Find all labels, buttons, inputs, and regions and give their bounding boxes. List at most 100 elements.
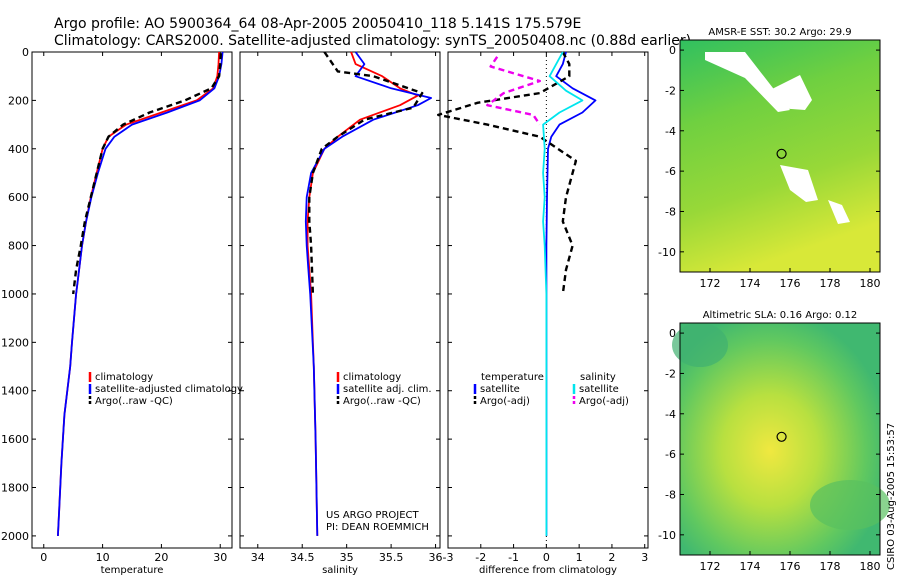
y-tick-label: 600: [8, 191, 29, 204]
sla-map-panel: 172 174 176 178 180 0 -2 -4 -6 -8 -10 Altimetric SL…: [658, 310, 890, 573]
legend-entry: Argo(..raw -QC): [95, 396, 173, 407]
x-tick-label: 176: [780, 560, 801, 573]
series-line-argo-raw-qc-: [308, 51, 424, 295]
series-line-salinity-argo-adj-: [486, 56, 541, 126]
x-tick-label: 180: [860, 560, 881, 573]
axes-frame: [31, 51, 233, 549]
y-tick-label: 1800: [1, 482, 29, 495]
legend-entry: satellite-adjusted climatology: [95, 384, 243, 395]
x-tick-label: 30: [213, 551, 227, 564]
legend-entry: Argo(-adj): [480, 396, 530, 407]
legend-entry: satellite: [579, 384, 619, 395]
x-axis-label: salinity: [322, 565, 358, 576]
y-tick-label: 2000: [1, 530, 29, 543]
difference-panel: -3 -2 -1 0 1 2 3 difference from climatology tem…: [437, 51, 649, 576]
y-tick-label: 0: [22, 46, 29, 59]
x-tick-label: 178: [820, 560, 841, 573]
map-frame: [679, 322, 881, 556]
series-line-argo-raw-qc-: [72, 53, 222, 295]
temperature-panel: 0 200 400 600 800 1000 1200 1400 1600 1800 2000 0 10…: [1, 46, 243, 576]
low-sla-region: [810, 480, 890, 530]
y-tick-label: 1600: [1, 433, 29, 446]
series-line-temperature-argo-adj-: [437, 51, 578, 295]
data-gap: [828, 200, 850, 224]
y-tick-label: -4: [665, 125, 676, 138]
x-tick-label: -2: [475, 551, 486, 564]
data-gap: [770, 75, 812, 110]
y-tick-label: 1200: [1, 336, 29, 349]
x-tick-label: 174: [740, 560, 761, 573]
y-tick-label: -2: [665, 84, 676, 97]
series-line-satellite-adj-clim-: [304, 51, 433, 536]
x-tick-label: 2: [608, 551, 615, 564]
series-line-climatology: [57, 51, 220, 536]
x-tick-label: 172: [700, 277, 721, 290]
y-tick-label: -8: [665, 205, 676, 218]
x-axis-label: temperature: [101, 565, 164, 576]
legend-entry: temperature: [481, 372, 544, 383]
y-tick-label: 400: [8, 143, 29, 156]
y-tick-label: -10: [658, 246, 676, 259]
x-tick-label: 35.5: [379, 551, 404, 564]
annotation-text: PI: DEAN ROEMMICH: [326, 522, 429, 533]
x-tick-label: 1: [576, 551, 583, 564]
legend-entry: satellite adj. clim.: [343, 384, 432, 395]
x-tick-label: 180: [860, 277, 881, 290]
x-tick-label: 3: [641, 551, 648, 564]
sst-map-panel: 172 174 176 178 180 0 -2 -4 -6 -8 -10 AMSR-E SST: 3…: [658, 27, 881, 290]
x-tick-label: 178: [820, 277, 841, 290]
axes-frame: [447, 51, 649, 549]
y-tick-label: -8: [665, 488, 676, 501]
argo-position-marker: [776, 431, 787, 442]
y-tick-label: 200: [8, 94, 29, 107]
y-tick-label: -4: [665, 408, 676, 421]
series-line-satellite-adjusted-climatology: [57, 51, 224, 536]
title-line-1: Argo profile: AO 5900364_64 08-Apr-2005 …: [54, 16, 581, 32]
legend-entry: Argo(-adj): [579, 396, 629, 407]
y-tick-label: 800: [8, 240, 29, 253]
axes-frame: [239, 51, 441, 549]
x-tick-label: 35: [340, 551, 354, 564]
legend-entry: climatology: [95, 372, 153, 383]
low-sla-region: [672, 323, 728, 367]
series-line-salinity-satellite: [542, 51, 584, 536]
y-tick-label: -10: [658, 529, 676, 542]
annotation-text: US ARGO PROJECT: [326, 510, 420, 521]
map-title: AMSR-E SST: 30.2 Argo: 29.9: [708, 27, 851, 38]
y-tick-label: 1400: [1, 385, 29, 398]
data-gap: [705, 52, 790, 112]
x-tick-label: 0: [40, 551, 47, 564]
y-tick-label: -6: [665, 165, 676, 178]
x-tick-label: 36: [429, 551, 443, 564]
x-tick-label: 176: [780, 277, 801, 290]
legend-entry: satellite: [480, 384, 520, 395]
x-tick-label: 0: [543, 551, 550, 564]
legend-entry: Argo(..raw -QC): [343, 396, 421, 407]
argo-position-marker: [776, 148, 787, 159]
x-tick-label: 34.5: [290, 551, 315, 564]
map-frame: [679, 39, 881, 273]
title-line-2: Climatology: CARS2000. Satellite-adjuste…: [54, 33, 691, 49]
x-tick-label: 10: [96, 551, 110, 564]
legend-entry: climatology: [343, 372, 401, 383]
y-tick-label: -2: [665, 367, 676, 380]
x-axis-label: difference from climatology: [479, 565, 617, 576]
data-gap: [780, 165, 818, 202]
y-tick-label: 1000: [1, 288, 29, 301]
x-tick-label: 34: [251, 551, 265, 564]
y-tick-label: -6: [665, 448, 676, 461]
y-tick-label: 0: [669, 44, 676, 57]
salinity-panel: 34 34.5 35 35.5 36 salinity climatologysatelli…: [239, 51, 443, 576]
legend-entry: salinity: [580, 372, 616, 383]
y-tick-label: 0: [669, 327, 676, 340]
series-line-temperature-satellite: [545, 51, 597, 536]
x-tick-label: 20: [154, 551, 168, 564]
map-field: [680, 40, 880, 272]
map-title: Altimetric SLA: 0.16 Argo: 0.12: [703, 310, 858, 321]
credit-label: CSIRO 03-Aug-2005 15:53:57: [886, 423, 897, 570]
x-tick-label: -3: [443, 551, 454, 564]
x-tick-label: 174: [740, 277, 761, 290]
x-tick-label: 172: [700, 560, 721, 573]
x-tick-label: -1: [508, 551, 519, 564]
